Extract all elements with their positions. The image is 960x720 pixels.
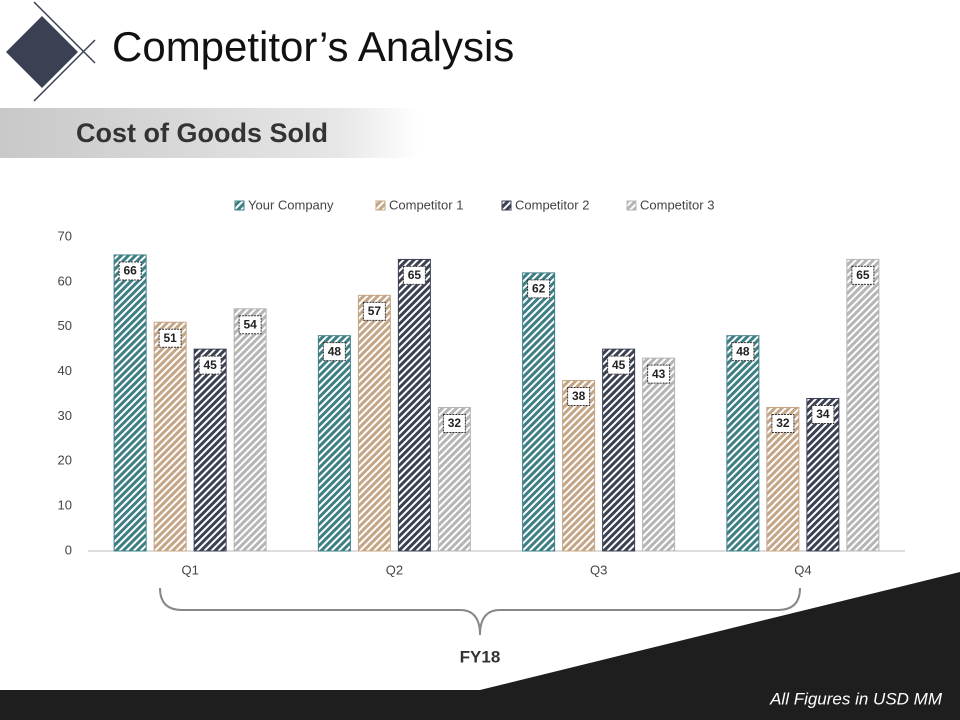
legend-swatch	[626, 200, 637, 211]
deco-line	[33, 1, 96, 64]
y-tick-label: 30	[58, 408, 72, 423]
value-label-box	[527, 279, 551, 299]
bar	[602, 348, 636, 552]
bar	[153, 321, 187, 552]
value-label-box	[402, 265, 426, 285]
bar	[357, 294, 391, 552]
x-tick-label: Q4	[794, 562, 811, 577]
x-tick-label: Q1	[181, 562, 198, 577]
bar	[522, 272, 556, 552]
value-label-box	[811, 404, 835, 424]
value-label: 32	[776, 416, 790, 430]
value-label: 51	[163, 331, 177, 345]
y-tick-label: 20	[58, 453, 72, 468]
value-label: 45	[612, 358, 626, 372]
legend-swatch	[501, 200, 512, 211]
y-tick-label: 0	[65, 542, 72, 557]
bar	[397, 258, 431, 552]
legend-label: Competitor 1	[389, 197, 463, 212]
value-label-box	[442, 413, 466, 433]
bar	[642, 357, 676, 552]
footer-bar	[0, 690, 960, 720]
x-tick-label: Q3	[590, 562, 607, 577]
deco-triangle	[480, 572, 960, 690]
legend-swatch	[234, 200, 245, 211]
value-label-box	[731, 342, 755, 362]
diamond	[6, 16, 78, 88]
value-label: 62	[532, 282, 546, 296]
value-label-box	[118, 261, 142, 281]
x-axis-label: FY18	[460, 647, 501, 666]
value-label: 34	[816, 407, 830, 421]
value-label: 65	[408, 268, 422, 282]
value-label-box	[158, 328, 182, 348]
bar	[113, 254, 147, 552]
y-tick-label: 70	[58, 228, 72, 243]
chart: 0 10 20 30 40 50 60 70 Your Company Competitor 1 C…	[58, 197, 905, 577]
value-label-box	[238, 315, 262, 335]
value-label: 48	[736, 344, 750, 358]
value-label: 54	[243, 317, 257, 331]
value-label: 66	[123, 264, 137, 278]
value-label: 48	[328, 344, 342, 358]
value-label-box	[362, 301, 386, 321]
value-label: 38	[572, 389, 586, 403]
y-tick-label: 50	[58, 318, 72, 333]
value-label-box	[322, 342, 346, 362]
value-label-box	[567, 387, 591, 407]
x-tick-label: Q2	[386, 562, 403, 577]
legend-label: Your Company	[248, 197, 334, 212]
bar	[846, 258, 880, 552]
y-tick-label: 10	[58, 498, 72, 513]
value-label-box	[198, 355, 222, 375]
title: Competitor’s Analysis	[112, 23, 514, 70]
value-label: 43	[652, 367, 666, 381]
value-label: 32	[448, 416, 462, 430]
legend-label: Competitor 3	[640, 197, 714, 212]
subtitle: Cost of Goods Sold	[76, 118, 328, 148]
bar	[193, 348, 227, 552]
y-tick-label: 40	[58, 363, 72, 378]
value-label-box	[607, 355, 631, 375]
subtitle-band	[0, 108, 420, 158]
bar	[317, 335, 351, 552]
legend-label: Competitor 2	[515, 197, 589, 212]
deco-line	[33, 39, 96, 102]
value-label-box	[647, 364, 671, 384]
value-label: 57	[368, 304, 382, 318]
legend-swatch	[375, 200, 386, 211]
bar	[233, 308, 267, 552]
bar	[726, 335, 760, 552]
y-tick-label: 60	[58, 273, 72, 288]
value-label: 65	[856, 268, 870, 282]
footer-note: All Figures in USD MM	[769, 689, 943, 708]
value-label-box	[771, 413, 795, 433]
value-label: 45	[203, 358, 217, 372]
value-label-box	[851, 265, 875, 285]
bar	[562, 380, 596, 552]
brace	[159, 587, 801, 636]
